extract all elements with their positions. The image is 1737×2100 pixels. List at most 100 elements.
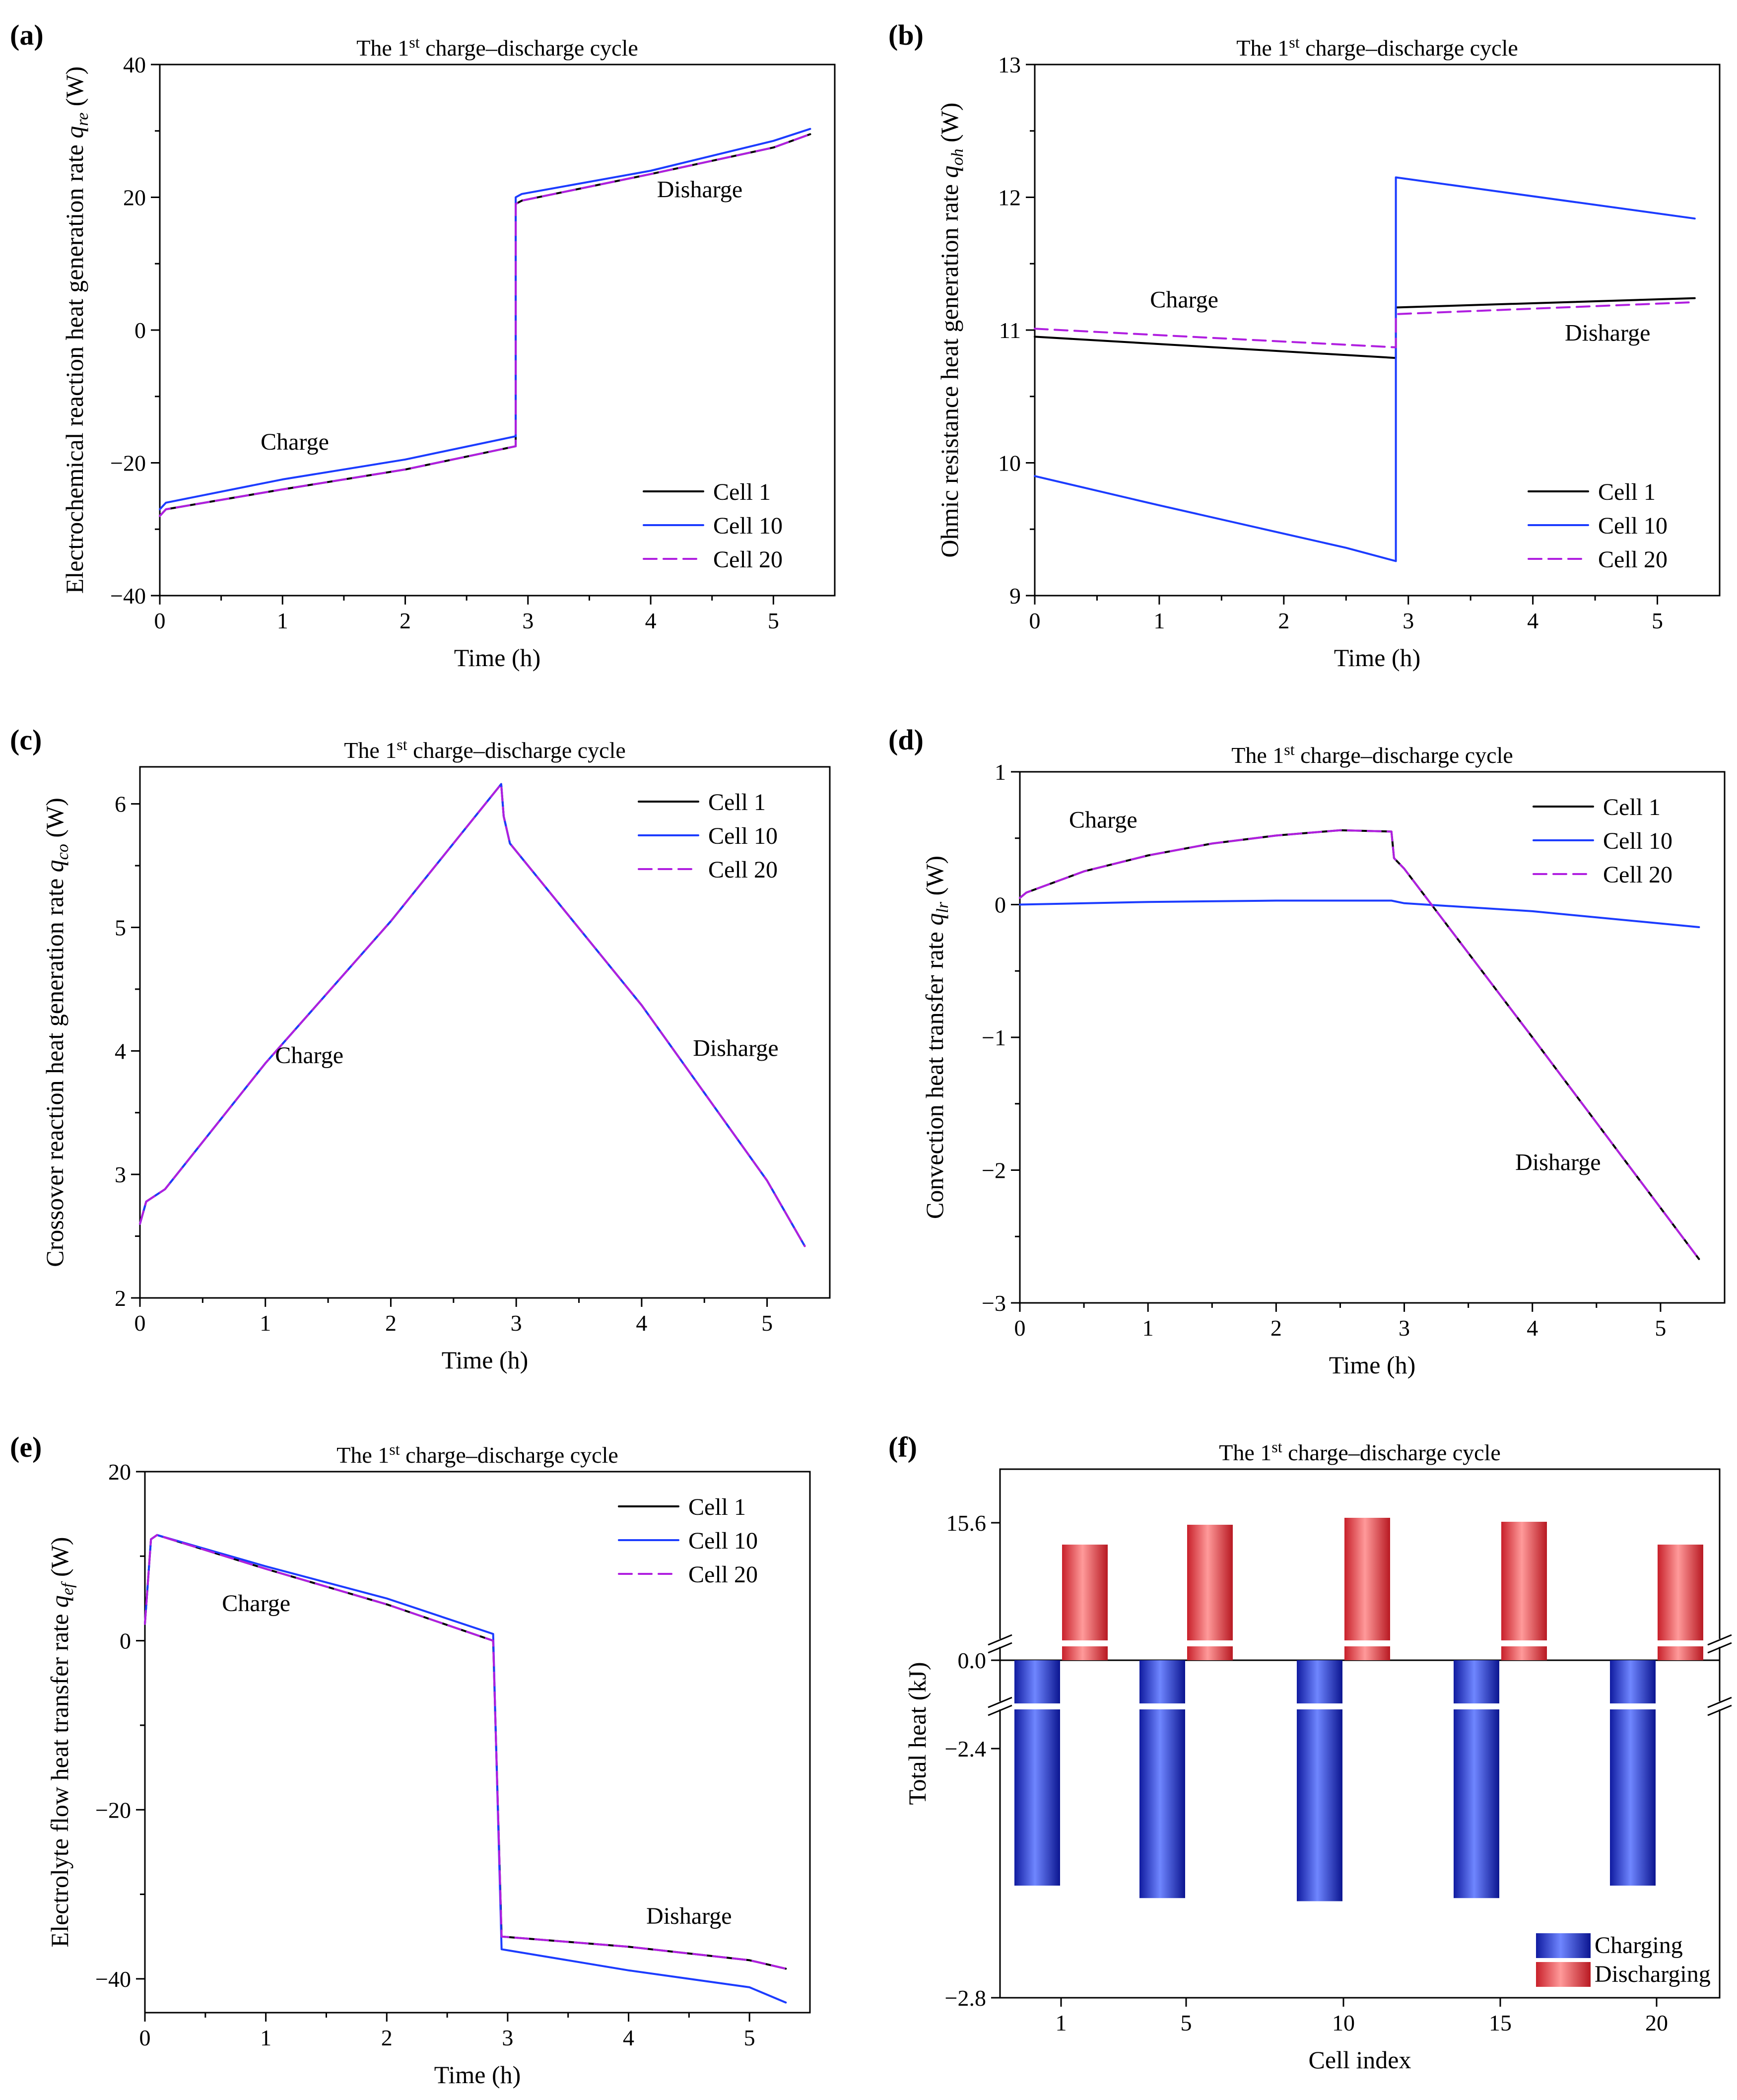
y-tick-label: 12: [998, 185, 1021, 210]
legend-label: Discharging: [1595, 1961, 1711, 1987]
x-tick-label: 4: [623, 2025, 634, 2050]
x-tick-label: 5: [1655, 1315, 1666, 1341]
x-tick-label: 20: [1645, 2010, 1668, 2035]
panel-label-e: (e): [10, 1431, 42, 1463]
y-tick-label: 15.6: [946, 1510, 987, 1536]
x-axis-label-a: Time (h): [454, 644, 541, 672]
x-tick-label: 1: [1056, 2010, 1067, 2035]
y-axis-label-a: Electrochemical reaction heat generation…: [61, 67, 92, 594]
legend-label: Cell 10: [708, 823, 778, 849]
panel-label-d: (d): [888, 724, 924, 756]
y-tick-label: 4: [115, 1038, 126, 1064]
annotation-charge: Charge: [275, 1042, 343, 1069]
bar-discharging: [1187, 1525, 1233, 1660]
y-axis-label-c: Crossover reaction heat generation rate …: [41, 798, 72, 1267]
x-tick-label: 5: [744, 2025, 755, 2050]
y-tick-label: 20: [123, 185, 146, 210]
x-tick-label: 3: [1403, 608, 1414, 633]
series-line-d-cell-1: [1019, 829, 1700, 1260]
y-tick-label: −40: [110, 583, 146, 609]
legend-label: Cell 10: [713, 513, 783, 539]
x-tick-label: 3: [1399, 1315, 1410, 1341]
x-axis-label-b: Time (h): [1334, 644, 1421, 672]
chart-title-c: The 1st charge–discharge cycle: [344, 736, 626, 763]
legend-label: Cell 20: [708, 857, 778, 883]
series-line-a-cell-20: [159, 133, 811, 517]
x-tick-label: 2: [1278, 608, 1289, 633]
axis-break-mark: [1707, 1642, 1732, 1654]
y-tick-label: 0: [995, 892, 1006, 918]
bar-break-gap: [1608, 1703, 1658, 1709]
y-tick-label: −2.8: [945, 1985, 986, 2011]
y-tick-label: −2: [982, 1158, 1006, 1183]
panel-label-b: (b): [888, 19, 924, 51]
series-line-a-cell-10: [159, 128, 811, 511]
bar-charging: [1139, 1660, 1185, 1898]
y-tick-label: 13: [998, 52, 1021, 77]
bar-discharging: [1501, 1522, 1547, 1660]
legend-label: Cell 1: [688, 1494, 746, 1520]
x-tick-label: 4: [1527, 1315, 1538, 1341]
axis-break-mark: [988, 1696, 1012, 1708]
chart-title-f: The 1st charge–discharge cycle: [1219, 1438, 1501, 1465]
x-axis-label-c: Time (h): [442, 1346, 529, 1374]
x-tick-label: 0: [139, 2025, 151, 2050]
annotation-disharge: Disharge: [657, 177, 742, 203]
annotation-charge: Charge: [222, 1590, 290, 1617]
x-tick-label: 5: [1652, 608, 1663, 633]
x-axis-label-e: Time (h): [434, 2061, 521, 2089]
x-tick-label: 4: [636, 1310, 647, 1336]
legend-label: Cell 20: [713, 546, 783, 573]
y-tick-label: 9: [1009, 583, 1021, 609]
y-tick-label: −2.4: [945, 1736, 986, 1761]
legend-label: Cell 10: [688, 1528, 758, 1554]
annotation-disharge: Disharge: [1565, 320, 1650, 346]
series-line-d-cell-10: [1019, 899, 1700, 928]
legend-label: Cell 20: [1603, 862, 1672, 888]
x-tick-label: 1: [1153, 608, 1165, 633]
annotation-charge: Charge: [1069, 807, 1137, 833]
x-tick-label: 5: [761, 1310, 773, 1336]
y-tick-label: 20: [108, 1459, 131, 1485]
annotation-disharge: Disharge: [646, 1903, 732, 1929]
legend-label: Cell 10: [1603, 828, 1672, 854]
y-axis-label-d: Convection heat transfer rate qlr (W): [921, 856, 952, 1219]
axis-break-mark: [988, 1642, 1012, 1654]
x-tick-label: 1: [1142, 1315, 1154, 1341]
y-tick-label: 0.0: [958, 1648, 987, 1673]
bar-charging: [1014, 1660, 1060, 1886]
x-tick-label: 2: [1270, 1315, 1282, 1341]
legend-label: Cell 1: [708, 789, 766, 815]
series-line-c-cell-10: [139, 783, 806, 1247]
x-tick-label: 2: [381, 2025, 393, 2050]
y-tick-label: 2: [115, 1286, 126, 1311]
panel-c: (c) The 1st charge–discharge cycle 0 1 2 3 4 5 2…: [10, 724, 831, 1374]
axis-break-mark: [1707, 1634, 1732, 1646]
x-tick-label: 4: [645, 608, 657, 633]
axis-break-mark: [988, 1634, 1012, 1646]
legend-label: Cell 1: [1598, 479, 1656, 505]
y-tick-label: −1: [982, 1025, 1006, 1050]
legend-label: Charging: [1595, 1932, 1683, 1959]
y-axis-label-e: Electrolyte flow heat transfer rate qef …: [46, 1537, 77, 1948]
bar-break-gap: [1452, 1703, 1501, 1709]
bar-break-gap: [1295, 1703, 1344, 1709]
legend-label: Cell 10: [1598, 513, 1668, 539]
x-tick-label: 1: [277, 608, 288, 633]
annotation-disharge: Disharge: [693, 1035, 778, 1061]
panel-a: (a) The 1st charge–discharge cycle 0 1 2 3 4 5 −…: [10, 19, 836, 672]
x-tick-label: 1: [260, 2025, 271, 2050]
x-tick-label: 5: [768, 608, 779, 633]
x-tick-label: 3: [522, 608, 534, 633]
panel-label-a: (a): [10, 19, 44, 51]
axis-break-mark: [988, 1704, 1012, 1716]
x-tick-label: 2: [385, 1310, 397, 1336]
bar-break-gap: [1185, 1640, 1235, 1646]
x-tick-label: 3: [502, 2025, 513, 2050]
panel-e: (e) The 1st charge–discharge cycle 0 1 2 3 4 5 −…: [10, 1431, 811, 2089]
legend-label: Cell 1: [713, 479, 771, 505]
y-axis-label-f: Total heat (kJ): [903, 1662, 931, 1805]
bar-break-gap: [1137, 1703, 1187, 1709]
panel-label-c: (c): [10, 724, 42, 756]
